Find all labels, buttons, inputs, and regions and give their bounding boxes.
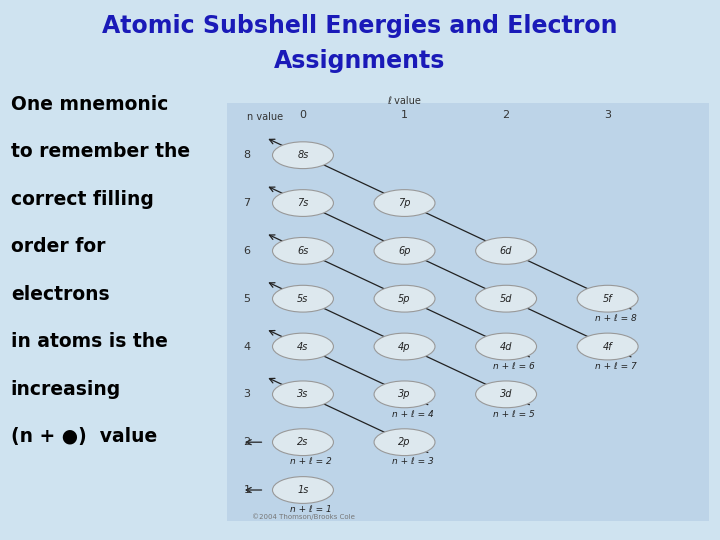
Text: n + ℓ = 6: n + ℓ = 6: [493, 362, 535, 371]
Text: n + ℓ = 3: n + ℓ = 3: [392, 457, 433, 467]
Ellipse shape: [577, 285, 638, 312]
Text: 2: 2: [243, 437, 251, 447]
Ellipse shape: [272, 190, 333, 217]
Text: ©2004 Thomson/Brooks Cole: ©2004 Thomson/Brooks Cole: [252, 514, 355, 520]
Text: n + ℓ = 8: n + ℓ = 8: [595, 314, 636, 323]
Ellipse shape: [374, 333, 435, 360]
Text: 4: 4: [243, 341, 251, 352]
Text: n + ℓ = 4: n + ℓ = 4: [392, 410, 433, 418]
Text: 5d: 5d: [500, 294, 513, 303]
Text: in atoms is the: in atoms is the: [11, 332, 168, 351]
Ellipse shape: [476, 381, 536, 408]
Text: 6d: 6d: [500, 246, 513, 256]
Text: 6s: 6s: [297, 246, 309, 256]
Ellipse shape: [476, 333, 536, 360]
Text: (n + ●)  value: (n + ●) value: [11, 427, 157, 446]
Ellipse shape: [272, 142, 333, 168]
Text: 7: 7: [243, 198, 251, 208]
Text: 5p: 5p: [398, 294, 411, 303]
Text: 5f: 5f: [603, 294, 613, 303]
Text: ℓ value: ℓ value: [387, 96, 421, 106]
Text: 5s: 5s: [297, 294, 309, 303]
Text: Atomic Subshell Energies and Electron: Atomic Subshell Energies and Electron: [102, 14, 618, 37]
Text: 1: 1: [243, 485, 251, 495]
Text: order for: order for: [11, 237, 105, 256]
Ellipse shape: [272, 477, 333, 503]
Ellipse shape: [476, 238, 536, 264]
Text: 2s: 2s: [297, 437, 309, 447]
Text: n + ℓ = 2: n + ℓ = 2: [290, 457, 332, 467]
Ellipse shape: [374, 190, 435, 217]
Text: 3: 3: [604, 110, 611, 119]
Text: correct filling: correct filling: [11, 190, 153, 208]
Text: 1: 1: [401, 110, 408, 119]
Ellipse shape: [272, 285, 333, 312]
Text: electrons: electrons: [11, 285, 109, 303]
Text: Assignments: Assignments: [274, 49, 446, 72]
Text: 8: 8: [243, 150, 251, 160]
Text: 2: 2: [503, 110, 510, 119]
Text: 8s: 8s: [297, 150, 309, 160]
Text: to remember the: to remember the: [11, 142, 190, 161]
Ellipse shape: [374, 429, 435, 456]
Ellipse shape: [272, 238, 333, 264]
Ellipse shape: [272, 429, 333, 456]
Ellipse shape: [374, 238, 435, 264]
Ellipse shape: [476, 285, 536, 312]
Text: 3s: 3s: [297, 389, 309, 400]
Ellipse shape: [374, 285, 435, 312]
Text: n + ℓ = 1: n + ℓ = 1: [290, 505, 332, 514]
Text: 1s: 1s: [297, 485, 309, 495]
Text: 4f: 4f: [603, 341, 613, 352]
Text: 7p: 7p: [398, 198, 411, 208]
Ellipse shape: [577, 333, 638, 360]
Text: 2p: 2p: [398, 437, 411, 447]
Ellipse shape: [272, 381, 333, 408]
Text: 4d: 4d: [500, 341, 513, 352]
Text: 5: 5: [243, 294, 251, 303]
Text: n value: n value: [247, 112, 283, 122]
Text: n + ℓ = 7: n + ℓ = 7: [595, 362, 636, 371]
Text: 6: 6: [243, 246, 251, 256]
Text: 0: 0: [300, 110, 307, 119]
Text: 4s: 4s: [297, 341, 309, 352]
Text: 7s: 7s: [297, 198, 309, 208]
Text: One mnemonic: One mnemonic: [11, 94, 168, 113]
Text: n + ℓ = 5: n + ℓ = 5: [493, 410, 535, 418]
Ellipse shape: [272, 333, 333, 360]
Text: 6p: 6p: [398, 246, 411, 256]
Ellipse shape: [374, 381, 435, 408]
Text: 3p: 3p: [398, 389, 411, 400]
Text: increasing: increasing: [11, 380, 121, 399]
Text: 4p: 4p: [398, 341, 411, 352]
Text: 3: 3: [243, 389, 251, 400]
Text: 3d: 3d: [500, 389, 513, 400]
